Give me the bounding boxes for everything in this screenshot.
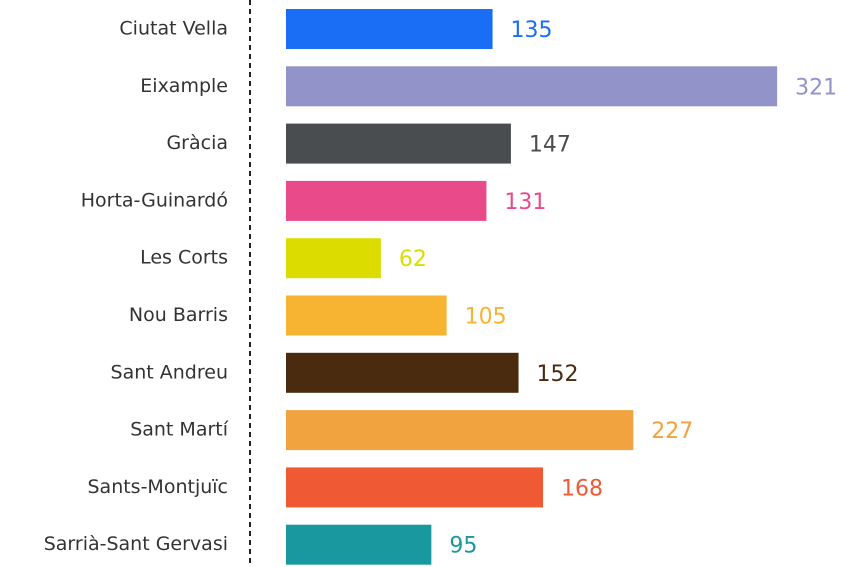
category-label: Sarrià-Sant Gervasi [44,533,228,555]
value-label: 105 [465,305,507,330]
category-label: Horta-Guinardó [81,189,228,211]
value-label: 131 [504,190,546,215]
value-label: 227 [651,419,693,444]
category-label: Eixample [140,75,228,97]
category-label: Ciutat Vella [119,18,228,40]
bar [286,295,447,336]
bar [286,410,634,451]
bar [286,9,493,49]
bar [286,352,519,393]
value-label: 147 [529,133,571,158]
bar [286,66,778,107]
category-label: Sant Martí [130,419,229,441]
value-label: 95 [449,534,477,559]
bar [286,524,432,565]
bar [286,238,381,279]
value-label: 135 [511,18,553,43]
value-label: 152 [537,362,579,387]
category-label: Gràcia [166,132,228,154]
bar [286,467,544,508]
category-label: Sant Andreu [111,361,228,383]
value-label: 168 [561,476,603,501]
bar [286,123,511,164]
category-label: Sants-Montjuïc [87,476,228,498]
value-label: 62 [399,247,427,272]
bar [286,180,487,221]
category-label: Nou Barris [129,304,228,326]
value-label: 321 [795,75,837,100]
category-label: Les Corts [140,247,228,269]
